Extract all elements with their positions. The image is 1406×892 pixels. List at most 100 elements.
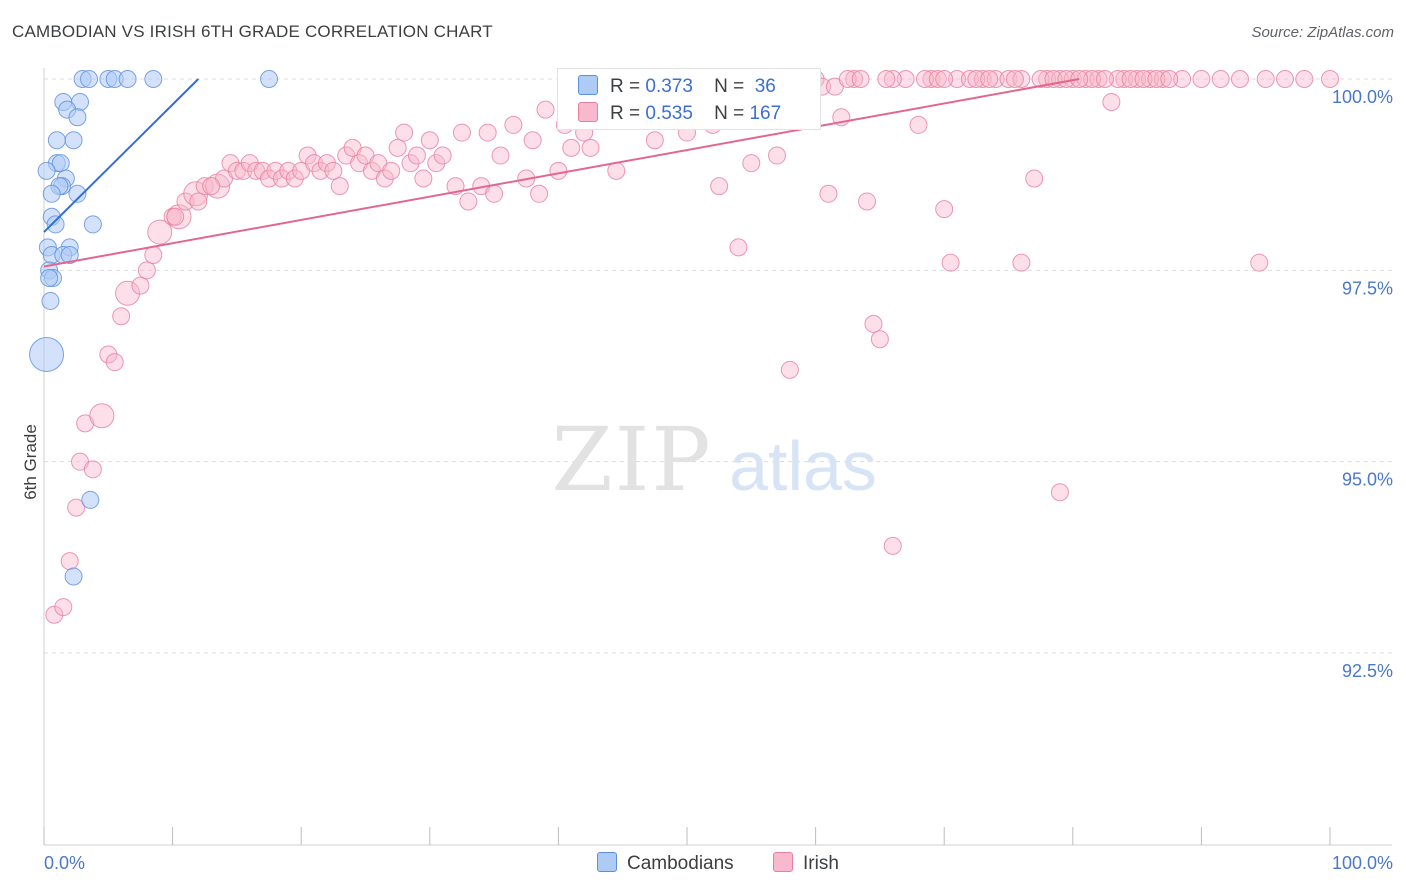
irish-point <box>1140 70 1159 88</box>
irish-point <box>395 123 414 142</box>
cambodians-n-value: 36 <box>754 76 776 97</box>
irish-point <box>1050 483 1069 502</box>
irish-point <box>330 177 349 196</box>
irish-point <box>388 138 407 157</box>
irish-point <box>491 146 510 165</box>
irish-point <box>420 131 439 150</box>
irish-point <box>883 536 902 555</box>
irish-point <box>530 184 549 203</box>
irish-legend-swatch <box>773 852 793 872</box>
irish-point <box>260 169 279 188</box>
irish-point <box>266 161 285 180</box>
irish-point <box>973 70 992 88</box>
irish-point <box>298 146 317 165</box>
irish-point <box>819 184 838 203</box>
x-tick-label-min: 0.0% <box>44 853 85 873</box>
irish-point <box>729 238 748 257</box>
bottom-legend-cambodians[interactable]: Cambodians <box>597 852 734 875</box>
y-tick-label: 97.5% <box>1342 278 1393 298</box>
irish-point <box>452 123 471 142</box>
cambodians-trend-line <box>43 78 200 233</box>
irish-point <box>1250 253 1269 272</box>
irish-point <box>922 70 941 88</box>
irish-swatch <box>578 102 598 122</box>
irish-point <box>864 314 883 333</box>
cambodians-point <box>118 70 137 88</box>
irish-point <box>433 146 452 165</box>
legend-row-cambodians: R = 0.373 N = 36 <box>578 75 776 99</box>
irish-point <box>414 169 433 188</box>
irish-point <box>60 552 79 571</box>
cambodians-r-value: 0.373 <box>645 76 693 97</box>
cambodians-point <box>37 161 56 180</box>
irish-point <box>76 414 95 433</box>
axis-labels: 92.5% 95.0% 97.5% 100.0% 0.0% 100.0% 6th Grade <box>21 87 1393 873</box>
irish-point <box>742 154 761 173</box>
cambodians-point <box>41 291 60 310</box>
irish-point <box>1147 70 1166 88</box>
irish-point <box>504 115 523 134</box>
irish-point <box>272 169 291 188</box>
cambodians-point <box>83 215 102 234</box>
irish-point <box>1160 70 1179 88</box>
irish-point <box>967 70 986 88</box>
irish-point <box>195 177 214 196</box>
irish-point <box>768 146 787 165</box>
irish-point <box>89 403 115 429</box>
y-tick-label: 92.5% <box>1342 661 1393 681</box>
irish-point <box>935 200 954 219</box>
series-cambodians-points <box>29 70 279 586</box>
irish-point <box>1211 70 1230 88</box>
irish-point <box>909 115 928 134</box>
cambodians-point <box>29 337 65 373</box>
source-label: Source: ZipAtlas.com <box>1251 24 1394 41</box>
irish-point <box>896 70 915 88</box>
irish-point <box>549 161 568 180</box>
cambodians-point <box>260 70 279 88</box>
irish-point <box>1230 70 1249 88</box>
irish-point <box>960 70 979 88</box>
irish-point <box>317 154 336 173</box>
irish-point <box>845 70 864 88</box>
chart-title: CAMBODIAN VS IRISH 6TH GRADE CORRELATION… <box>12 22 493 41</box>
irish-point <box>1031 70 1050 88</box>
irish-point <box>137 261 156 280</box>
irish-point <box>858 192 877 211</box>
irish-point <box>99 345 118 364</box>
irish-r-value: 0.535 <box>645 103 693 124</box>
watermark-zip: ZIP <box>551 408 712 511</box>
irish-point <box>131 276 150 295</box>
r-label: R = <box>610 103 641 124</box>
legend-row-irish: R = 0.535 N = 167 <box>578 102 781 126</box>
irish-point <box>407 146 426 165</box>
irish-point <box>838 70 857 88</box>
n-label: N = <box>714 103 745 124</box>
irish-point <box>459 192 478 211</box>
irish-point <box>144 246 163 265</box>
irish-point <box>1321 70 1339 88</box>
irish-point <box>1275 70 1294 88</box>
watermark-atlas: atlas <box>729 427 877 505</box>
cambodians-point <box>64 131 83 150</box>
cambodians-point <box>68 108 87 127</box>
irish-point <box>1128 70 1147 88</box>
irish-point <box>1025 169 1044 188</box>
bottom-legend-irish[interactable]: Irish <box>773 852 839 875</box>
irish-point <box>67 498 86 517</box>
irish-point <box>311 161 330 180</box>
irish-point <box>1012 70 1031 88</box>
irish-point <box>1102 92 1121 111</box>
n-label: N = <box>714 76 745 97</box>
irish-point <box>83 460 102 479</box>
irish-point <box>166 207 185 226</box>
irish-point <box>382 161 401 180</box>
irish-trend-line <box>43 78 1080 268</box>
cambodians-legend-label: Cambodians <box>627 853 734 874</box>
irish-point <box>115 280 141 306</box>
irish-point <box>1089 70 1108 88</box>
irish-point <box>1115 70 1134 88</box>
r-label: R = <box>610 76 641 97</box>
cambodians-point <box>144 70 163 88</box>
irish-point <box>1108 70 1127 88</box>
